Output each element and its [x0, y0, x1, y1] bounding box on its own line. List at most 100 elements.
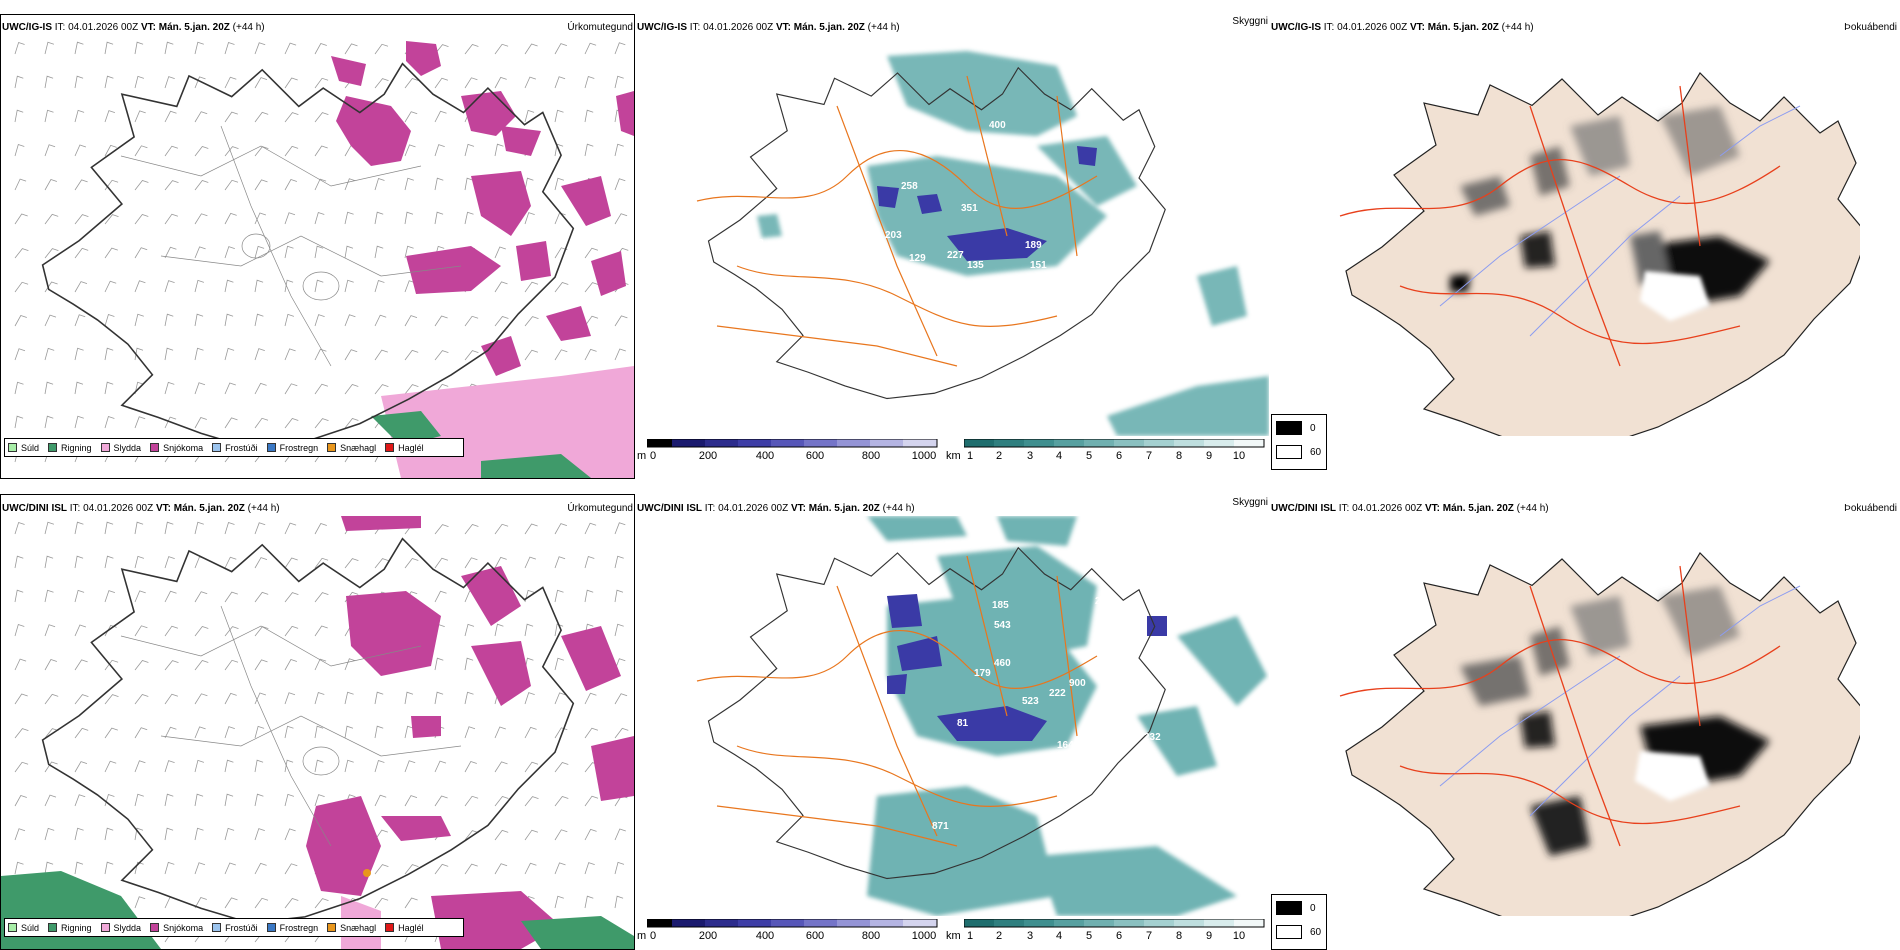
- wind-barb-icon: [554, 282, 569, 293]
- wind-barb-icon: [584, 862, 595, 875]
- wind-barb-icon: [554, 657, 565, 671]
- wind-barb-icon: [584, 75, 595, 89]
- wind-barb-icon: [284, 245, 294, 259]
- wind-barb-icon: [134, 694, 149, 705]
- legend-item: Súld: [8, 923, 39, 933]
- swatch-icon: [150, 923, 160, 932]
- wind-barb-icon: [524, 862, 537, 875]
- svg-text:222: 222: [1049, 688, 1066, 699]
- wind-barb-icon: [14, 623, 25, 637]
- wind-barb-icon: [224, 212, 237, 225]
- wind-barb-icon: [314, 112, 329, 123]
- wind-barb-icon: [284, 759, 294, 773]
- wind-barb-icon: [404, 760, 416, 773]
- svg-text:179: 179: [974, 668, 991, 679]
- wind-barb-icon: [314, 77, 329, 89]
- svg-text:142: 142: [747, 238, 764, 249]
- wind-barb-icon: [74, 179, 88, 191]
- rain-areas: [371, 411, 591, 478]
- wind-barb-icon: [254, 382, 267, 395]
- wind-barb-icon: [524, 43, 538, 55]
- wind-barb-icon: [374, 211, 384, 225]
- wind-barb-icon: [164, 726, 177, 739]
- wind-barb-icon: [584, 143, 594, 157]
- wind-barb-icon: [374, 177, 385, 191]
- wind-barb-icon: [104, 727, 118, 739]
- wind-barb-icon: [464, 795, 479, 807]
- wind-barb-icon: [44, 624, 56, 637]
- wind-barb-icon: [494, 556, 507, 569]
- wind-barb-icon: [104, 110, 116, 123]
- wind-barb-icon: [44, 41, 55, 55]
- wind-barb-icon: [404, 177, 414, 191]
- wind-barb-icon: [74, 415, 84, 429]
- wind-barb-icon: [554, 109, 564, 123]
- precip-map-row1: [14, 41, 634, 478]
- wind-barb-icon: [554, 76, 566, 89]
- wind-barb-icon: [194, 417, 207, 429]
- wind-barb-icon: [614, 623, 624, 637]
- wind-barb-icon: [554, 177, 565, 191]
- wind-barb-icon: [284, 863, 298, 875]
- svg-text:129: 129: [909, 253, 926, 264]
- legend-item: Haglél: [385, 923, 424, 933]
- wind-barb-icon: [254, 417, 269, 429]
- wind-barb-icon: [614, 315, 628, 327]
- wind-barb-icon: [434, 657, 444, 671]
- wind-barb-icon: [284, 625, 299, 637]
- svg-text:189: 189: [1025, 240, 1042, 251]
- cloud-base-bar: [647, 919, 938, 928]
- fog-roads: [1339, 565, 1781, 847]
- wind-barb-icon: [584, 315, 599, 327]
- wind-barb-icon: [464, 830, 479, 841]
- wind-barb-icon: [524, 281, 539, 293]
- wind-barb-icon: [194, 180, 209, 191]
- svg-text:235: 235: [1095, 596, 1112, 607]
- wind-barb-icon: [584, 247, 599, 259]
- wind-barb-icon: [434, 524, 449, 535]
- roads: [696, 75, 1098, 367]
- wind-barb-icon: [494, 246, 506, 259]
- wind-barb-icon: [224, 347, 235, 361]
- wind-barb-icon: [524, 726, 537, 739]
- wind-barb-icon: [464, 315, 479, 327]
- wind-barb-icon: [164, 76, 175, 89]
- wind-barb-icon: [314, 383, 329, 395]
- visibility-colorbar-row1: km 1 2 3 4 5 6 7 8 9 10: [946, 439, 1266, 469]
- wind-barb-icon: [254, 591, 269, 603]
- wind-barb-icon: [434, 211, 444, 225]
- swatch-icon: [327, 443, 337, 452]
- wind-barb-icon: [164, 793, 174, 807]
- wind-barb-icon: [404, 78, 419, 89]
- wind-barb-icon: [524, 761, 539, 773]
- navy-areas: [877, 146, 1097, 261]
- svg-text:523: 523: [1022, 696, 1039, 707]
- wind-barb-icon: [164, 213, 179, 225]
- wind-barb-icon: [104, 214, 119, 225]
- wind-barb-icon: [554, 829, 568, 841]
- outline-inner: [120, 605, 462, 847]
- wind-barb-icon: [194, 591, 208, 603]
- wind-barb-icon: [134, 347, 144, 361]
- wind-barb-icon: [374, 314, 387, 327]
- wind-barb-icon: [104, 347, 114, 361]
- fog-legend-item: 60: [1276, 925, 1321, 939]
- teal-areas: [867, 516, 1267, 916]
- wind-barb-icon: [104, 659, 119, 671]
- wind-barb-icon: [74, 347, 84, 361]
- wind-barb-icon: [404, 725, 414, 739]
- wind-barb-icon: [524, 692, 535, 705]
- swatch-icon: [266, 443, 276, 452]
- wind-barb-icon: [104, 624, 117, 637]
- legend-item: Frostúði: [212, 443, 258, 453]
- wind-barb-icon: [464, 177, 474, 191]
- legend-item: Rigning: [48, 443, 92, 453]
- wind-barb-icon: [584, 522, 597, 535]
- wind-barb-icon: [554, 727, 568, 739]
- wind-barb-icon: [104, 415, 115, 429]
- svg-text:232: 232: [1144, 732, 1161, 743]
- wind-barb-icon: [14, 281, 29, 293]
- wind-barb-icon: [284, 828, 296, 841]
- wind-barb-icon: [494, 143, 504, 157]
- wind-barb-icon: [74, 727, 89, 739]
